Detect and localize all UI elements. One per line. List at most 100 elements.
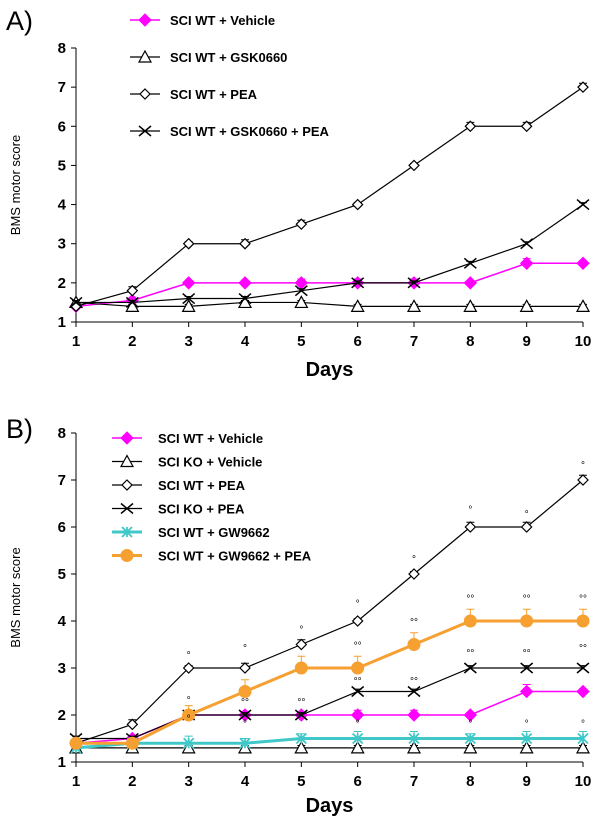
series-sci-wt-gsk0660 <box>68 295 591 312</box>
x-tick-label: 10 <box>575 773 592 790</box>
legend-entry-sci-wt-vehicle: SCI WT + Vehicle <box>130 13 275 28</box>
x-axis-title: Days <box>306 359 354 381</box>
significance-marker: ° <box>243 644 247 655</box>
series-sci-wt-gsk0660-pea-point <box>238 292 252 305</box>
y-tick-label: 2 <box>58 707 66 724</box>
series-sci-ko-vehicle-point <box>294 740 309 754</box>
series-sci-wt-gsk0660-pea-point <box>125 296 139 309</box>
legend-marker <box>137 49 153 63</box>
y-axis-title: BMS motor score <box>8 135 23 235</box>
significance-marker: ° <box>187 695 191 706</box>
legend-label: SCI WT + PEA <box>158 478 246 493</box>
significance-marker: ° <box>187 714 191 725</box>
panel-b-label: B) <box>6 414 33 444</box>
significance-marker: °° <box>466 648 474 659</box>
y-tick-label: 3 <box>58 236 66 253</box>
significance-marker: °° <box>579 594 587 605</box>
series-sci-wt-pea-point <box>408 159 420 172</box>
legend-label: SCI KO + Vehicle <box>158 455 262 470</box>
series-sci-wt-gw9662-point <box>352 732 364 745</box>
legend-marker <box>120 431 134 445</box>
series-sci-wt-gw9662-pea <box>69 608 590 750</box>
series-sci-wt-pea-point <box>351 198 364 211</box>
series-sci-wt-pea-point <box>295 638 308 651</box>
significance-marker: °° <box>241 698 249 709</box>
series-sci-wt-vehicle-point <box>181 276 196 290</box>
legend-entry-sci-wt-pea: SCI WT + PEA <box>130 87 258 102</box>
series-sci-wt-gsk0660-point <box>463 299 478 312</box>
legend-entry-sci-wt-gw9662-pea: SCI WT + GW9662 + PEA <box>112 549 312 564</box>
y-tick-label: 6 <box>58 519 66 536</box>
legend-entry-sci-wt-vehicle: SCI WT + Vehicle <box>112 431 263 446</box>
significance-marker: °° <box>410 618 418 629</box>
x-tick-label: 7 <box>410 333 418 350</box>
y-tick-label: 3 <box>58 660 66 677</box>
x-tick-label: 3 <box>184 773 192 790</box>
series-sci-wt-gsk0660-pea-point <box>520 238 534 250</box>
series-sci-wt-gsk0660-point <box>350 299 365 312</box>
series-sci-wt-vehicle-line <box>75 690 583 744</box>
series-sci-ko-vehicle-point <box>519 740 534 754</box>
x-tick-label: 2 <box>128 333 136 350</box>
significance-marker: ° <box>299 625 303 636</box>
series-sci-wt-gsk0660-pea-point <box>294 285 308 297</box>
series-sci-wt-gw9662-pea-point <box>463 614 477 628</box>
y-tick-label: 8 <box>58 425 66 442</box>
legend-label: SCI WT + Vehicle <box>170 13 275 28</box>
series-sci-wt-gw9662-pea-point <box>294 661 308 675</box>
series-sci-wt-vehicle-line <box>75 262 583 308</box>
significance-marker: ° <box>356 719 360 730</box>
series-sci-wt-gw9662-pea-point <box>407 638 421 651</box>
x-tick-label: 3 <box>184 333 192 350</box>
series-sci-wt-vehicle-point <box>519 684 534 699</box>
series-sci-wt-vehicle-point <box>576 684 590 699</box>
series-sci-wt-vehicle-point <box>350 708 365 722</box>
legend-entry-sci-ko-vehicle: SCI KO + Vehicle <box>112 454 262 470</box>
x-tick-label: 1 <box>72 333 80 350</box>
legend-label: SCI WT + GSK0660 <box>170 50 287 65</box>
series-sci-wt-pea-point <box>577 81 589 93</box>
series-sci-wt-gsk0660-pea-point <box>351 277 365 289</box>
legend-marker <box>138 13 152 27</box>
series-sci-wt-vehicle-point <box>463 708 478 722</box>
series-sci-wt-pea-point <box>295 218 308 230</box>
series-sci-ko-pea-point <box>238 709 252 721</box>
series-sci-ko-vehicle-point <box>406 740 422 754</box>
x-tick-label: 8 <box>466 773 474 790</box>
significance-marker: °° <box>354 641 362 652</box>
series-sci-wt-pea-line <box>75 479 584 744</box>
legend-label: SCI WT + PEA <box>170 87 258 102</box>
series-sci-wt-gsk0660-pea-point <box>407 277 421 289</box>
y-tick-label: 5 <box>58 566 66 583</box>
series-sci-wt-pea <box>70 474 589 750</box>
x-tick-label: 6 <box>353 333 361 350</box>
series-sci-ko-pea <box>69 662 590 745</box>
x-tick-label: 9 <box>522 773 530 790</box>
series-sci-wt-pea-point <box>464 120 477 133</box>
legend-marker <box>120 549 134 562</box>
series-sci-ko-vehicle-point <box>575 740 591 754</box>
panel-b: B) 1 2 3 4 5 6 7 8 1 2 3 4 5 6 7 8 9 10 BMS motor score Days… <box>6 414 591 817</box>
significance-marker: ° <box>468 505 472 516</box>
series-sci-wt-gsk0660-point <box>181 299 196 312</box>
legend-label: SCI WT + Vehicle <box>158 431 263 446</box>
series-sci-wt-gsk0660-point <box>575 299 591 312</box>
y-tick-label: 2 <box>58 275 66 292</box>
series-sci-wt-gw9662-point <box>577 732 589 745</box>
legend-entry-sci-wt-gsk0660-pea: SCI WT + GSK0660 + PEA <box>130 124 330 139</box>
series-sci-ko-pea-point <box>294 709 308 721</box>
significance-marker: °° <box>297 698 305 709</box>
series-sci-wt-gsk0660-pea-point <box>576 198 590 211</box>
y-tick-label: 4 <box>58 197 67 214</box>
series-sci-wt-pea-point <box>577 474 589 486</box>
legend-label: SCI WT + GW9662 + PEA <box>158 549 312 564</box>
series-sci-wt-gw9662-point <box>521 732 533 745</box>
x-tick-label: 4 <box>241 773 250 790</box>
series-sci-wt-gsk0660-pea-point <box>69 296 83 309</box>
series-sci-wt-pea-point <box>464 521 477 533</box>
legend-entry-sci-wt-gw9662: SCI WT + GW9662 <box>112 525 270 540</box>
series-sci-ko-pea-point <box>351 685 365 698</box>
y-tick-label: 1 <box>58 754 66 771</box>
y-tick-label: 8 <box>58 40 66 57</box>
